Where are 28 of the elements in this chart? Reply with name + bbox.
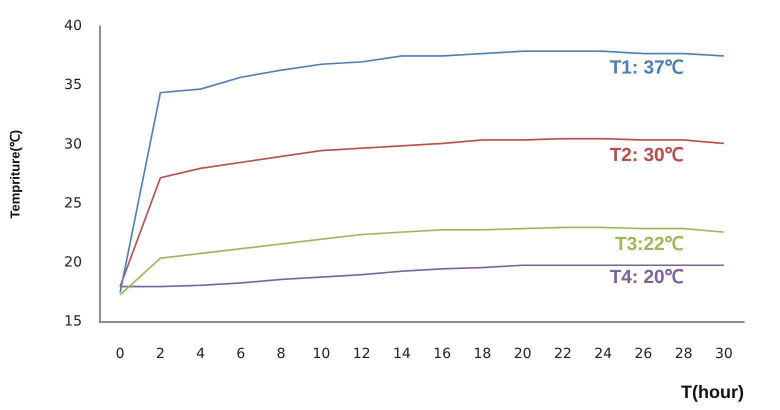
y-tick-label: 15 xyxy=(64,314,82,330)
x-tick-label: 6 xyxy=(236,346,246,362)
x-tick-label: 16 xyxy=(433,346,452,362)
series-label: T4: 20℃ xyxy=(610,266,684,288)
x-tick-label: 28 xyxy=(674,346,693,362)
x-tick-label: 14 xyxy=(392,346,411,362)
y-axis-title: Tempriture(℃) xyxy=(7,130,22,219)
x-tick-label: 22 xyxy=(554,346,572,362)
x-tick-label: 12 xyxy=(352,346,371,362)
x-tick-label: 4 xyxy=(196,346,206,362)
x-tick-label: 30 xyxy=(714,346,733,362)
series-label: T1: 37℃ xyxy=(610,58,684,79)
y-tick-label: 35 xyxy=(64,77,82,94)
x-tick-label: 24 xyxy=(594,346,612,362)
x-tick-label: 10 xyxy=(312,346,330,362)
series-label: T2: 30℃ xyxy=(610,145,684,166)
series-label: T3:22℃ xyxy=(614,234,684,255)
y-tick-label: 40 xyxy=(64,18,82,34)
x-axis-title: T(hour) xyxy=(681,382,744,402)
x-tick-label: 18 xyxy=(473,346,492,362)
x-tick-label: 8 xyxy=(276,346,286,362)
x-tick-label: 2 xyxy=(156,346,165,362)
x-tick-label: 26 xyxy=(634,346,652,362)
y-tick-label: 25 xyxy=(64,195,82,212)
y-tick-label: 30 xyxy=(64,136,82,152)
y-tick-label: 20 xyxy=(64,254,82,271)
x-tick-label: 0 xyxy=(116,346,125,362)
x-tick-label: 20 xyxy=(514,346,532,362)
